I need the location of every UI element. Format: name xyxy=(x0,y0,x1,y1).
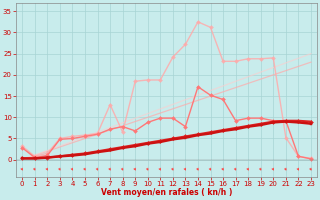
X-axis label: Vent moyen/en rafales ( kn/h ): Vent moyen/en rafales ( kn/h ) xyxy=(101,188,232,197)
